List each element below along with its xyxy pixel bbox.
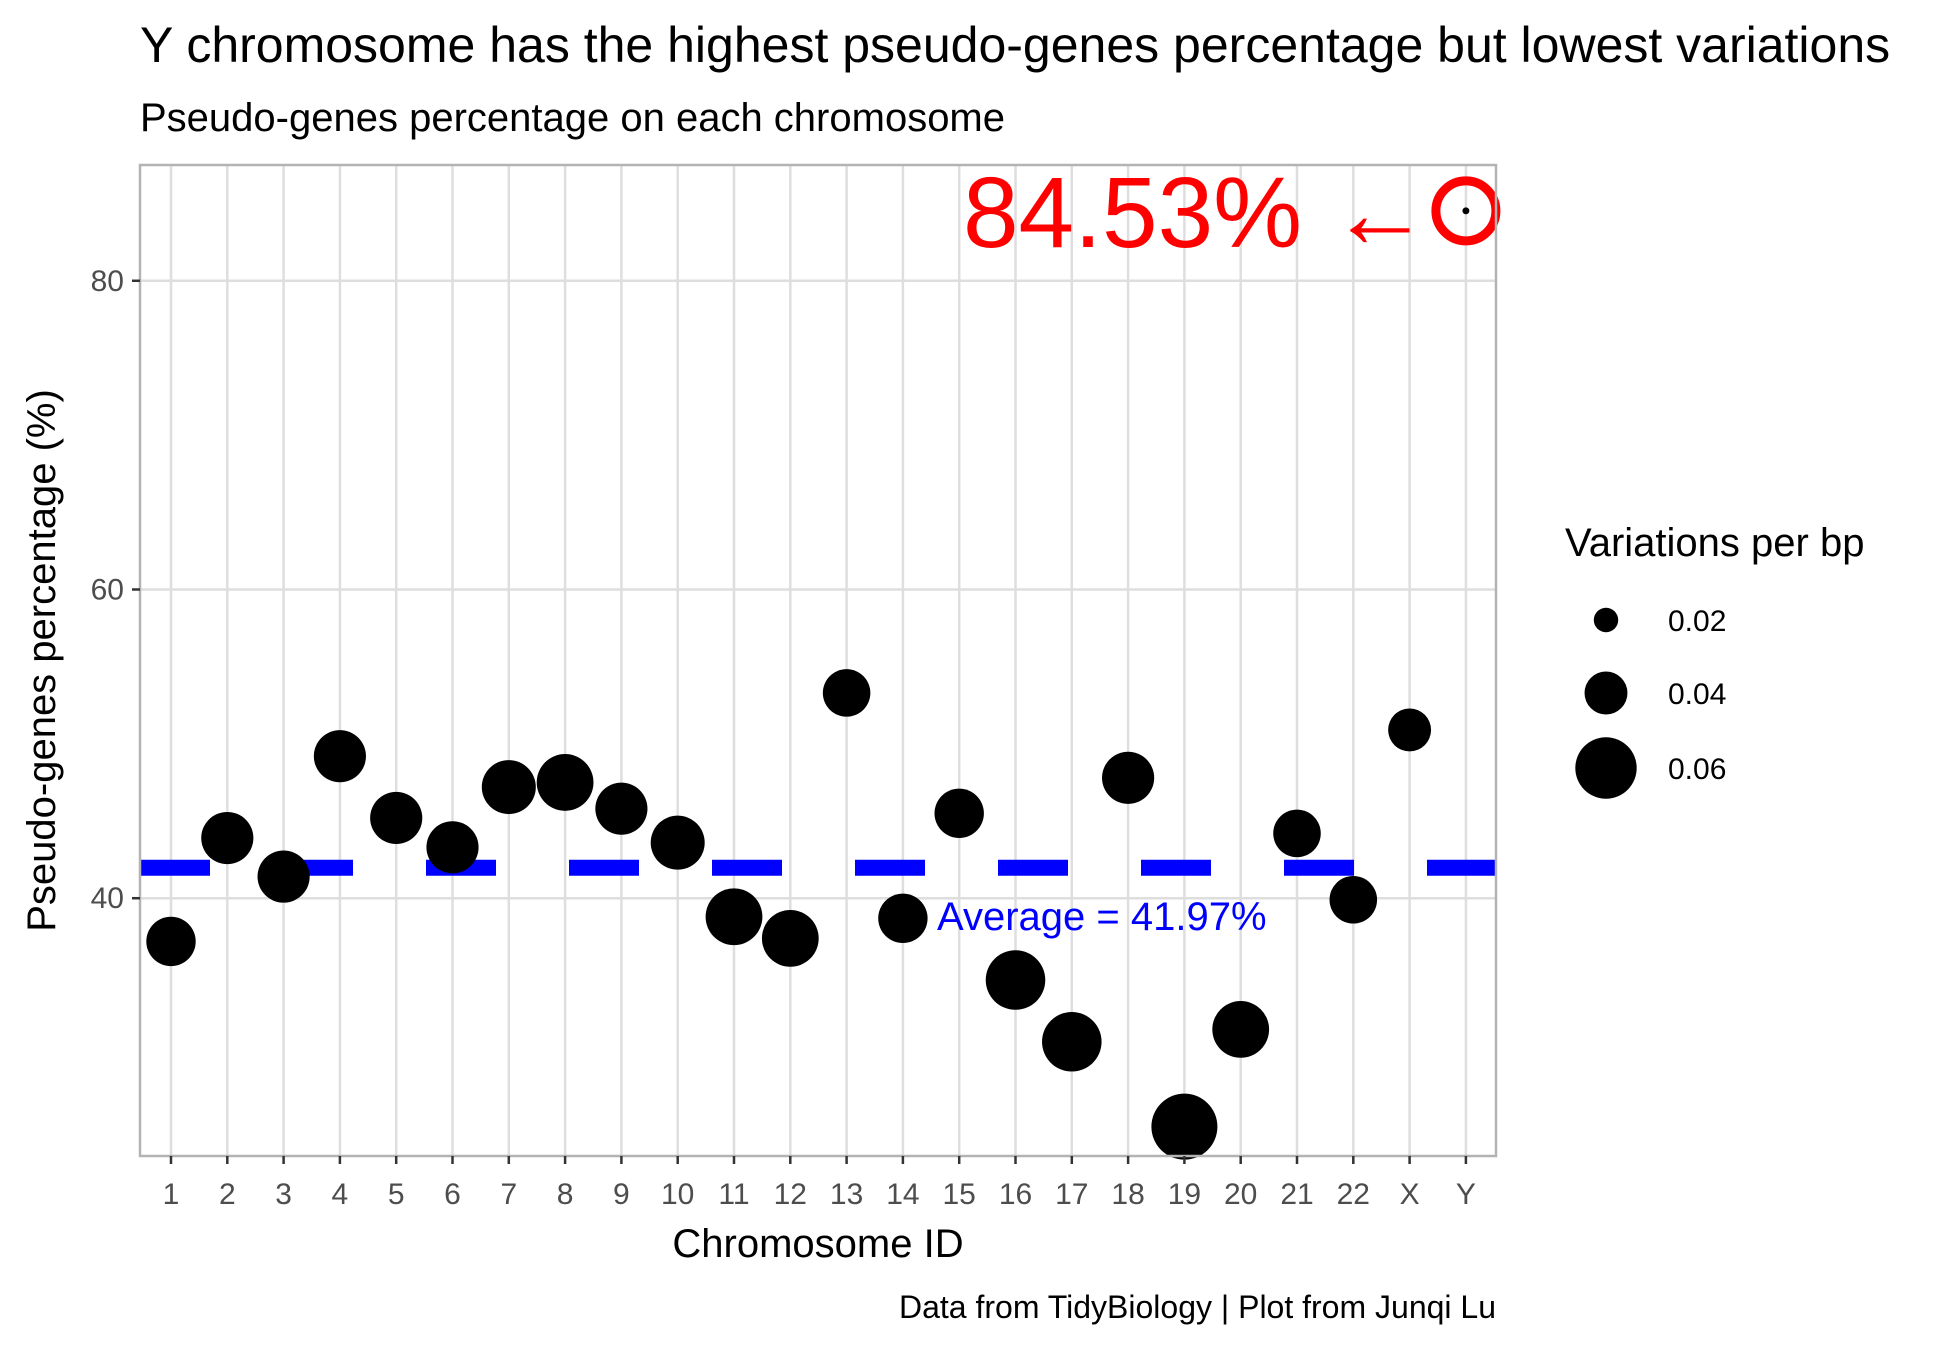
x-tick-label: 4 xyxy=(332,1178,349,1211)
data-point-chr-4 xyxy=(313,730,366,783)
x-tick-label: 5 xyxy=(388,1178,405,1211)
x-tick-label: 18 xyxy=(1111,1178,1144,1211)
x-tick-label: 19 xyxy=(1168,1178,1201,1211)
grid xyxy=(140,165,1496,1156)
x-tick-label: 13 xyxy=(830,1178,863,1211)
chart-subtitle: Pseudo-genes percentage on each chromoso… xyxy=(140,96,1005,140)
panel-border xyxy=(138,163,1498,1158)
data-point-chr-13 xyxy=(822,669,871,717)
x-tick-label: Y xyxy=(1456,1178,1476,1211)
data-point-chr-15 xyxy=(934,788,984,839)
data-point-chr-20 xyxy=(1212,1001,1270,1058)
x-tick-label: 20 xyxy=(1224,1178,1257,1211)
x-tick-label: 17 xyxy=(1055,1178,1088,1211)
data-points xyxy=(146,207,1470,1160)
x-axis-title: Chromosome ID xyxy=(672,1222,963,1266)
x-tick-label: 2 xyxy=(219,1178,236,1211)
legend-key-0-04 xyxy=(1584,671,1628,715)
data-point-chr-18 xyxy=(1102,751,1155,804)
y-axis-title: Pseudo-genes percentage (%) xyxy=(20,389,64,932)
x-tick-label: 22 xyxy=(1337,1178,1370,1211)
data-point-chr-y xyxy=(1462,207,1470,215)
y-tick-label: 60 xyxy=(91,573,124,606)
data-point-chr-8 xyxy=(536,754,594,811)
x-tick-label: 15 xyxy=(943,1178,976,1211)
legend-key-0-06 xyxy=(1575,737,1637,799)
data-point-chr-10 xyxy=(650,815,705,870)
data-point-chr-7 xyxy=(481,760,536,815)
x-tick-label: 14 xyxy=(886,1178,919,1211)
x-tick-label: 12 xyxy=(774,1178,807,1211)
x-tick-label: 11 xyxy=(718,1178,749,1211)
y-tick-label: 80 xyxy=(91,265,124,298)
x-tick-label: 3 xyxy=(275,1178,292,1211)
panel-frame xyxy=(138,163,1498,1158)
x-tick-label: X xyxy=(1400,1178,1420,1211)
average-label: Average = 41.97% xyxy=(937,895,1267,939)
data-point-chr-16 xyxy=(985,950,1046,1010)
chart-caption: Data from TidyBiology | Plot from Junqi … xyxy=(899,1289,1496,1325)
data-point-chr-5 xyxy=(370,791,423,845)
y-tick-label: 40 xyxy=(91,882,124,915)
data-point-chr-11 xyxy=(705,888,763,946)
x-tick-label: 16 xyxy=(999,1178,1032,1211)
x-tick-label: 7 xyxy=(500,1178,517,1211)
legend-title: Variations per bp xyxy=(1565,521,1864,565)
data-point-chr-21 xyxy=(1273,809,1321,858)
data-point-chr-3 xyxy=(257,850,310,903)
data-point-chr-22 xyxy=(1329,875,1378,924)
x-tick-label: 8 xyxy=(557,1178,574,1211)
annotations: Average = 41.97% 84.53% ← xyxy=(937,157,1501,939)
x-tick-label: 10 xyxy=(661,1178,694,1211)
data-point-chr-1 xyxy=(146,916,196,967)
legend-key-0-02 xyxy=(1593,607,1619,633)
x-tick-label: 9 xyxy=(613,1178,630,1211)
data-point-chr-14 xyxy=(878,893,928,943)
legend-label: 0.04 xyxy=(1668,678,1726,711)
data-point-chr-6 xyxy=(426,821,479,874)
legend-label: 0.02 xyxy=(1668,605,1726,638)
x-axis-ticks: 1 2 3 4 5 6 7 8 9 10 11 12 13 14 15 16 17 18 19 20 21 22 X Y xyxy=(163,1156,1476,1211)
legend: Variations per bp 0.02 0.04 0.06 xyxy=(1565,521,1864,799)
x-tick-label: 6 xyxy=(444,1178,461,1211)
x-tick-label: 21 xyxy=(1280,1178,1313,1211)
data-point-chr-2 xyxy=(201,811,254,865)
y-axis-ticks: 40 60 80 xyxy=(91,265,140,915)
data-point-chr-17 xyxy=(1042,1012,1102,1072)
data-point-chr-9 xyxy=(595,782,648,835)
x-tick-label: 1 xyxy=(163,1178,180,1211)
data-point-chr-x xyxy=(1388,708,1432,752)
chart-title: Y chromosome has the highest pseudo-gene… xyxy=(140,17,1890,73)
data-point-chr-12 xyxy=(761,909,819,967)
data-point-chr-19 xyxy=(1151,1093,1218,1160)
highlight-label: 84.53% ← xyxy=(963,157,1430,269)
legend-label: 0.06 xyxy=(1668,753,1726,786)
